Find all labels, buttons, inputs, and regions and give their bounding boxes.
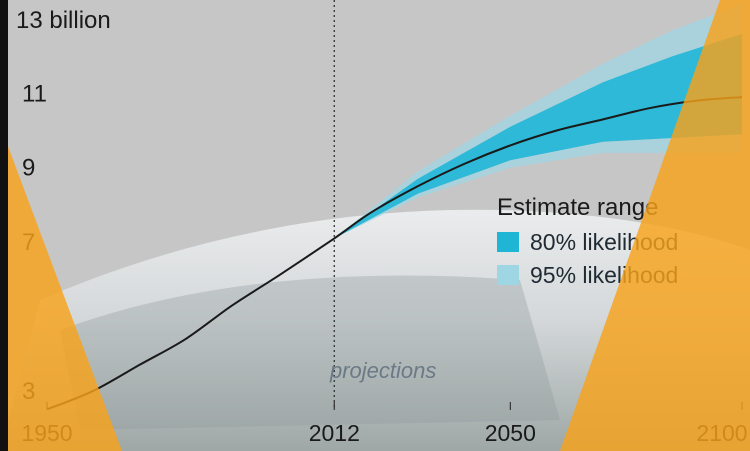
- land-shading: [60, 275, 560, 430]
- y-unit-label: 13 billion: [16, 7, 111, 34]
- legend-title: Estimate range: [497, 194, 658, 221]
- legend-swatch-95: [497, 265, 519, 285]
- projections-annotation: projections: [329, 358, 436, 383]
- orange-overlay-right: [560, 0, 750, 451]
- x-tick-label-2050: 2050: [485, 420, 536, 446]
- x-tick-label-2012: 2012: [309, 420, 360, 446]
- population-line: [46, 96, 743, 411]
- orange-overlay-left: [0, 125, 122, 451]
- legend-swatch-80: [497, 232, 519, 252]
- y-tick-label-9: 9: [22, 155, 35, 182]
- earth-image: [0, 209, 750, 451]
- y-tick-label-11: 11: [22, 80, 47, 107]
- left-edge-frame: [0, 0, 8, 451]
